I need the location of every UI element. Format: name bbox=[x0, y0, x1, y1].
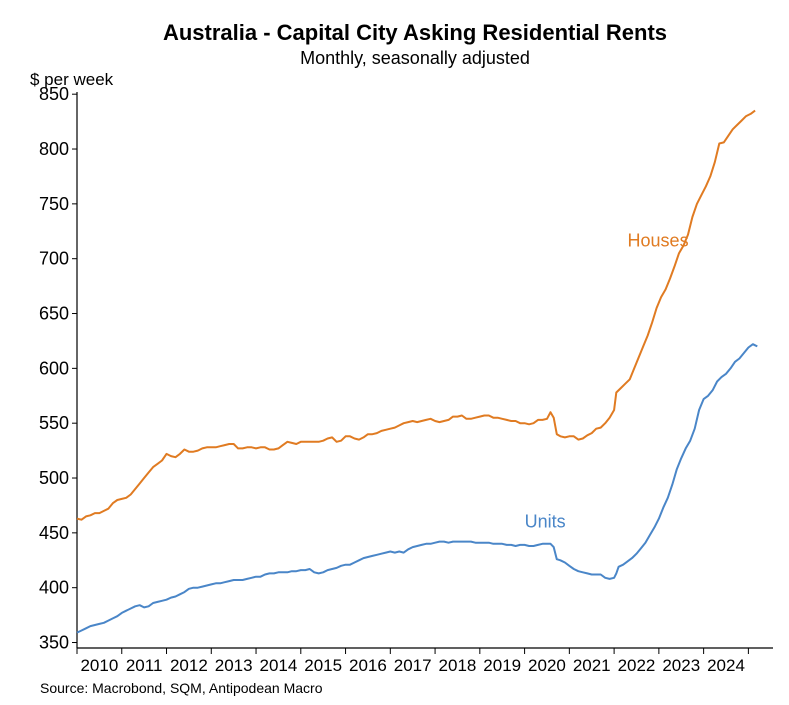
y-tick-label: 400 bbox=[39, 578, 69, 598]
y-tick-label: 650 bbox=[39, 304, 69, 324]
x-tick-label: 2021 bbox=[573, 656, 611, 675]
annotation-houses: Houses bbox=[628, 231, 689, 251]
y-axis-label: $ per week bbox=[30, 70, 114, 89]
series-annotations: Houses Units bbox=[525, 231, 689, 532]
x-tick-label: 2012 bbox=[170, 656, 208, 675]
x-tick-label: 2014 bbox=[260, 656, 298, 675]
chart-subtitle: Monthly, seasonally adjusted bbox=[300, 48, 530, 68]
x-tick-label: 2024 bbox=[707, 656, 745, 675]
y-tick-label: 700 bbox=[39, 249, 69, 269]
x-tick-label: 2015 bbox=[304, 656, 342, 675]
series-line-houses bbox=[76, 109, 756, 521]
y-tick-label: 800 bbox=[39, 139, 69, 159]
y-tick-label: 550 bbox=[39, 413, 69, 433]
y-tick-label: 500 bbox=[39, 468, 69, 488]
x-tick-label: 2010 bbox=[80, 656, 118, 675]
axes bbox=[76, 92, 773, 649]
y-tick-label: 850 bbox=[39, 84, 69, 104]
x-tick-label: 2011 bbox=[126, 656, 163, 675]
x-tick-label: 2020 bbox=[528, 656, 566, 675]
series-lines bbox=[76, 109, 758, 634]
x-tick-label: 2013 bbox=[215, 656, 253, 675]
x-tick-label: 2023 bbox=[662, 656, 700, 675]
annotation-units: Units bbox=[525, 511, 566, 531]
x-tick-label: 2016 bbox=[349, 656, 387, 675]
y-tick-label: 450 bbox=[39, 523, 69, 543]
y-tick-label: 600 bbox=[39, 358, 69, 378]
source-note: Source: Macrobond, SQM, Antipodean Macro bbox=[40, 680, 323, 696]
series-line-units bbox=[76, 343, 758, 634]
chart-title: Australia - Capital City Asking Resident… bbox=[163, 20, 667, 45]
x-tick-label: 2022 bbox=[618, 656, 656, 675]
x-axis-ticks: 2010 2011 2012 2013 2014 2015 2016 2017 2018 2019… bbox=[76, 648, 749, 675]
x-tick-label: 2018 bbox=[439, 656, 477, 675]
y-tick-label: 350 bbox=[39, 633, 69, 653]
x-tick-label: 2017 bbox=[394, 656, 432, 675]
y-axis-ticks: 350 400 450 500 550 600 650 700 750 800 850 bbox=[39, 84, 77, 653]
y-tick-label: 750 bbox=[39, 194, 69, 214]
x-tick-label: 2019 bbox=[483, 656, 521, 675]
